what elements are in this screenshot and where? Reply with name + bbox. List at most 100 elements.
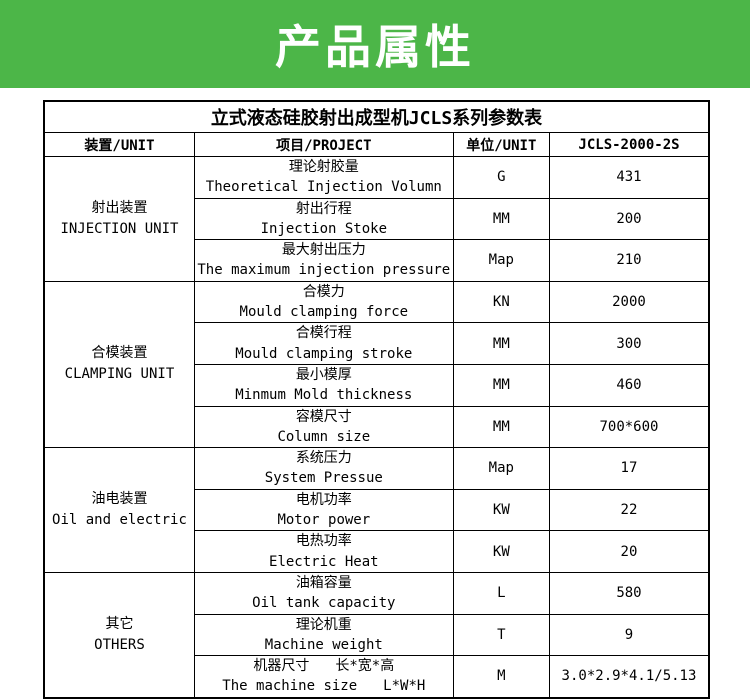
- item-label-cn-extra: 长*宽*高: [335, 658, 395, 675]
- header-project: 项目/PROJECT: [193, 132, 454, 157]
- item-cell: 系统压力 System Pressue: [193, 447, 454, 490]
- item-label-cn: 电热功率: [295, 533, 352, 550]
- value-cell: 2000: [548, 280, 710, 324]
- group-label-cn: 油电装置: [91, 491, 148, 508]
- item-label-cn: 合模行程: [295, 325, 352, 342]
- item-label-cn: 电机功率: [295, 491, 352, 508]
- value-cell: 700*600: [548, 405, 710, 449]
- item-cell: 合模行程 Mould clamping stroke: [193, 322, 454, 365]
- group-label-cn: 射出装置: [91, 199, 148, 216]
- item-label-en: Theoretical Injection Volumn: [205, 179, 442, 196]
- unit-cell: KW: [452, 488, 550, 532]
- group-label-cn: 其它: [105, 615, 134, 632]
- value-cell: 210: [548, 239, 710, 282]
- group-oil-and-electric: 油电装置 Oil and electric: [43, 447, 195, 573]
- item-label-en: Machine weight: [264, 636, 383, 653]
- item-cell: 合模力 Mould clamping force: [193, 280, 454, 324]
- unit-cell: MM: [452, 405, 550, 449]
- page-banner: 产品属性: [0, 0, 750, 88]
- item-cell: 油箱容量 Oil tank capacity: [193, 571, 454, 615]
- group-label-en: CLAMPING UNIT: [64, 366, 175, 383]
- item-label-cn: 容模尺寸: [295, 408, 352, 425]
- item-cell: 电机功率 Motor power: [193, 488, 454, 532]
- item-label-cn: 最小模厚: [295, 366, 352, 383]
- value-cell: 9: [548, 613, 710, 657]
- item-label-cn: 理论射胶量: [288, 159, 359, 175]
- item-label-en: Electric Heat: [269, 553, 379, 570]
- item-cell: 机器尺寸 长*宽*高 The machine size L*W*H: [193, 655, 454, 699]
- item-label-en: Minmum Mold thickness: [235, 387, 413, 404]
- unit-cell: M: [452, 655, 550, 699]
- item-label-cn-row: 机器尺寸 长*宽*高: [195, 656, 453, 676]
- unit-cell: T: [452, 613, 550, 657]
- header-unit-group: 装置/UNIT: [43, 132, 195, 157]
- item-label-en: Oil tank capacity: [252, 595, 396, 612]
- table-row: 合模行程 Mould clamping stroke MM 300: [44, 322, 710, 365]
- value-cell: 580: [548, 571, 710, 615]
- table-row: 容模尺寸 Column size MM 700*600: [44, 405, 710, 449]
- table-row: 其它 OTHERS 油箱容量 Oil tank capacity L 580: [43, 571, 710, 699]
- item-label-en: Column size: [277, 428, 371, 445]
- value-cell: 20: [548, 530, 710, 573]
- item-label-cn: 系统压力: [295, 450, 352, 467]
- value-cell: 200: [548, 197, 710, 241]
- table-header-row: 装置/UNIT 项目/PROJECT 单位/UNIT JCLS-2000-2S: [43, 132, 710, 157]
- item-label-en-row: The machine size L*W*H: [195, 676, 453, 696]
- item-label-cn: 油箱容量: [295, 574, 352, 591]
- value-cell: 22: [548, 488, 710, 532]
- group-injection-unit: 射出装置 INJECTION UNIT: [43, 156, 195, 282]
- item-label-cn: 机器尺寸: [253, 658, 310, 675]
- item-label-cn: 射出行程: [295, 200, 352, 217]
- specification-table: 立式液态硅胶射出成型机JCLS系列参数表 装置/UNIT 项目/PROJECT …: [43, 100, 710, 699]
- unit-cell: G: [452, 156, 550, 199]
- group-label-cn: 合模装置: [91, 345, 148, 362]
- group-label-en: OTHERS: [94, 636, 145, 653]
- value-cell: 3.0*2.9*4.1/5.13: [548, 655, 710, 699]
- table-title-row: 立式液态硅胶射出成型机JCLS系列参数表: [43, 100, 710, 133]
- value-cell: 460: [548, 363, 710, 407]
- table-row: 射出行程 Injection Stoke MM 200: [44, 197, 710, 241]
- item-label-en: Injection Stoke: [260, 220, 388, 237]
- item-label-en: Motor power: [277, 512, 371, 529]
- group-others: 其它 OTHERS: [43, 571, 195, 699]
- item-label-en: Mould clamping stroke: [235, 345, 413, 362]
- group-clamping-unit: 合模装置 CLAMPING UNIT: [43, 280, 195, 449]
- table-row: 最小模厚 Minmum Mold thickness MM 460: [44, 363, 710, 407]
- table-row: 合模装置 CLAMPING UNIT 合模力 Mould clamping fo…: [43, 280, 710, 449]
- unit-cell: KN: [452, 280, 550, 324]
- unit-cell: MM: [452, 322, 550, 365]
- unit-cell: KW: [452, 530, 550, 573]
- item-label-en: System Pressue: [264, 470, 383, 487]
- value-cell: 300: [548, 322, 710, 365]
- spec-table-container: 立式液态硅胶射出成型机JCLS系列参数表 装置/UNIT 项目/PROJECT …: [0, 88, 750, 699]
- page-title: 产品属性: [275, 20, 475, 74]
- item-label-cn: 理论机重: [295, 616, 352, 633]
- unit-cell: MM: [452, 363, 550, 407]
- item-label-en: Mould clamping force: [239, 304, 409, 321]
- item-cell: 理论射胶量 Theoretical Injection Volumn: [193, 156, 454, 199]
- unit-cell: Map: [452, 239, 550, 282]
- item-cell: 最小模厚 Minmum Mold thickness: [193, 363, 454, 407]
- item-cell: 电热功率 Electric Heat: [193, 530, 454, 573]
- unit-cell: Map: [452, 447, 550, 490]
- group-label-en: INJECTION UNIT: [60, 220, 179, 237]
- header-unit: 单位/UNIT: [452, 132, 550, 157]
- unit-cell: L: [452, 571, 550, 615]
- unit-cell: MM: [452, 197, 550, 241]
- table-row: 油电装置 Oil and electric 系统压力 System Pressu…: [43, 447, 710, 573]
- item-cell: 容模尺寸 Column size: [193, 405, 454, 449]
- table-row: 电机功率 Motor power KW 22: [44, 488, 710, 532]
- value-cell: 17: [548, 447, 710, 490]
- item-label-cn: 合模力: [302, 283, 345, 300]
- item-label-en: The maximum injection pressure: [197, 262, 451, 279]
- item-cell: 射出行程 Injection Stoke: [193, 197, 454, 241]
- table-title: 立式液态硅胶射出成型机JCLS系列参数表: [43, 100, 710, 133]
- header-model: JCLS-2000-2S: [548, 132, 710, 157]
- table-row: 射出装置 INJECTION UNIT 理论射胶量 Theoretical In…: [43, 156, 710, 282]
- group-label-en: Oil and electric: [52, 512, 187, 529]
- item-label-en: The machine size: [222, 678, 358, 695]
- item-label-en-extra: L*W*H: [383, 678, 426, 695]
- item-label-cn: 最大射出压力: [281, 242, 366, 259]
- table-row: 最大射出压力 The maximum injection pressure Ma…: [44, 239, 710, 282]
- value-cell: 431: [548, 156, 710, 199]
